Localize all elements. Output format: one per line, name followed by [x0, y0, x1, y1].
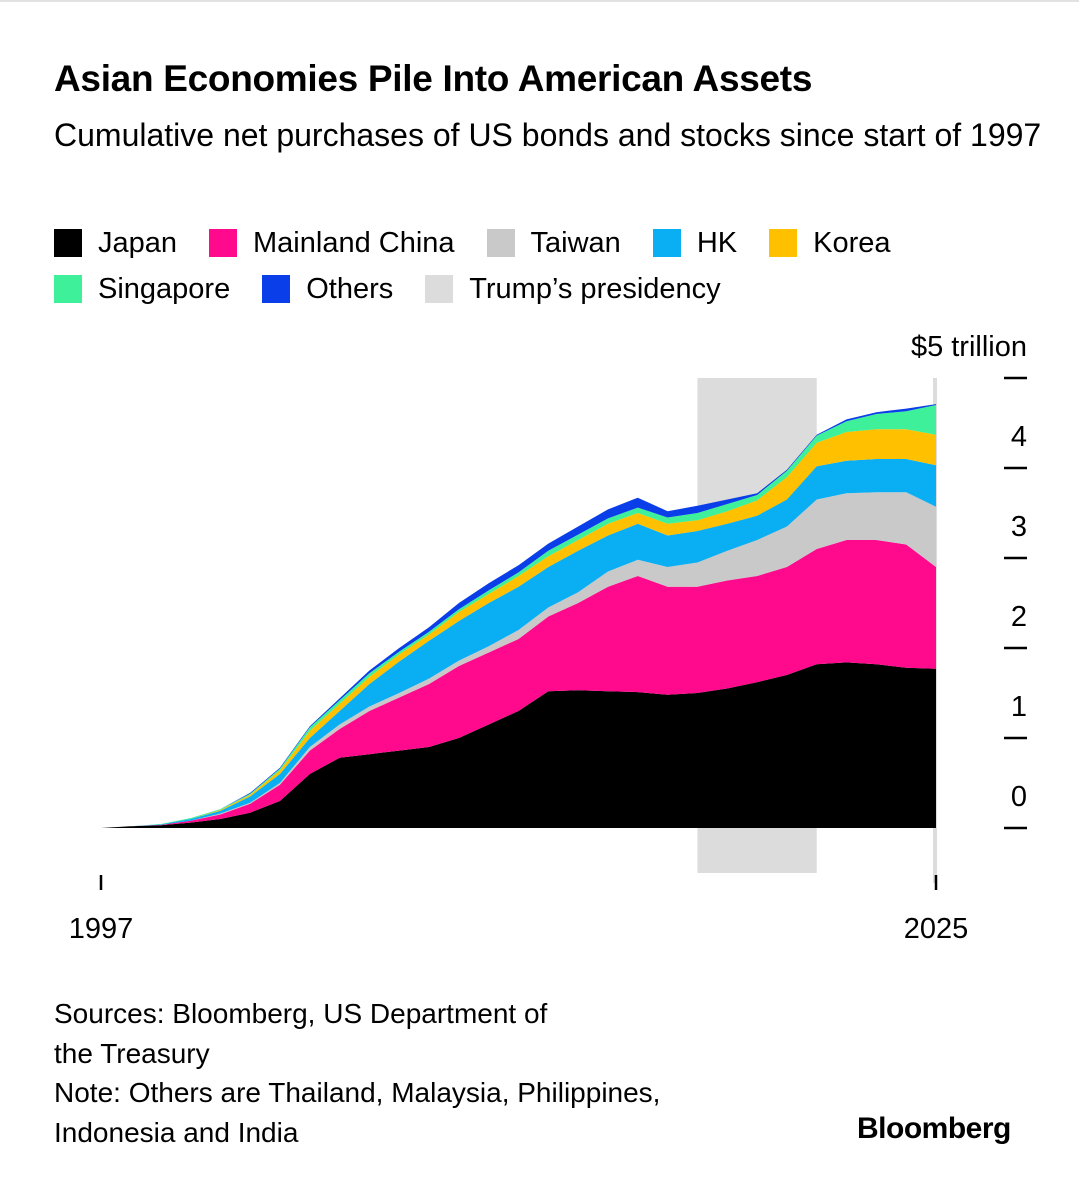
legend-swatch — [262, 275, 291, 303]
legend-label: Singapore — [98, 272, 231, 305]
legend-label: Others — [306, 272, 394, 305]
chart-title: Asian Economies Pile Into American Asset… — [54, 58, 813, 99]
y-tick-label: $5 trillion — [911, 331, 1027, 363]
footer: Sources: Bloomberg, US Department of the… — [54, 994, 660, 1152]
legend-item-hk: HK — [652, 226, 738, 260]
legend-swatch — [425, 275, 454, 303]
legend-item-singapore: Singapore — [54, 273, 230, 306]
area-mainland-china — [101, 540, 936, 828]
y-tick-label: 2 — [1011, 601, 1027, 633]
y-tick-label: 3 — [1011, 511, 1027, 543]
legend-swatch — [209, 229, 238, 257]
legend-swatch — [54, 275, 82, 303]
legend-item-china: Mainland China — [209, 227, 455, 260]
chart-subtitle: Cumulative net purchases of US bonds and… — [54, 117, 1042, 153]
legend-label: HK — [696, 226, 738, 259]
legend-swatch — [652, 229, 681, 257]
area-taiwan — [101, 492, 936, 828]
others-note: Note: Others are Thailand, Malaysia, Phi… — [54, 1077, 661, 1108]
legend-swatch — [54, 229, 82, 257]
legend-label: Trump’s presidency — [469, 272, 721, 305]
legend: Japan Mainland China Taiwan HK Korea Sin… — [54, 220, 1054, 312]
x-tick-label: 2025 — [904, 913, 969, 945]
legend-swatch — [769, 229, 798, 257]
legend-item-trump-presidency: Trump’s presidency — [425, 272, 721, 306]
area-japan — [101, 662, 936, 828]
legend-label: Mainland China — [253, 226, 455, 259]
legend-label: Taiwan — [530, 226, 621, 259]
area-singapore — [101, 405, 936, 828]
bloomberg-logo: Bloomberg — [857, 1112, 1011, 1145]
sources-note-cont: the Treasury — [54, 1037, 210, 1069]
y-tick-label: 0 — [1011, 781, 1027, 813]
sources-note: Sources: Bloomberg, US Department of — [54, 998, 548, 1029]
x-tick-label: 1997 — [69, 913, 134, 945]
legend-label: Japan — [98, 226, 178, 259]
legend-item-korea: Korea — [769, 226, 891, 260]
legend-label: Korea — [813, 226, 891, 259]
y-tick-label: 4 — [1011, 421, 1027, 453]
others-note-cont: Indonesia and India — [54, 1116, 299, 1148]
legend-item-others: Others — [262, 273, 393, 306]
legend-item-taiwan: Taiwan — [486, 226, 621, 260]
y-tick-label: 1 — [1011, 691, 1027, 723]
legend-item-japan: Japan — [54, 227, 177, 260]
legend-swatch — [486, 229, 515, 257]
